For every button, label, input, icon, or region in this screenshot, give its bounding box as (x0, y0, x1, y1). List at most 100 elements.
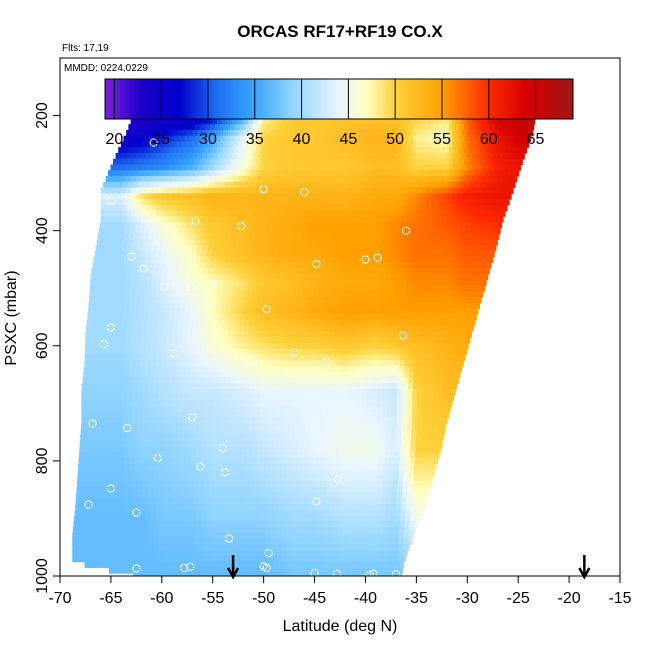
heatmap-cell (230, 135, 237, 143)
heatmap-cell (400, 348, 407, 356)
heatmap-cell (306, 377, 313, 384)
heatmap-cell (296, 158, 302, 166)
heatmap-cell (233, 273, 239, 281)
heatmap-cell (484, 170, 491, 177)
heatmap-cell (248, 434, 254, 442)
heatmap-cell (248, 423, 255, 430)
heatmap-cell (482, 164, 488, 171)
heatmap-cell (481, 291, 484, 298)
heatmap-cell (467, 204, 473, 212)
heatmap-cell (366, 423, 372, 430)
heatmap-cell (284, 331, 290, 338)
heatmap-cell (250, 233, 257, 240)
heatmap-cell (139, 463, 145, 471)
heatmap-cell (431, 187, 438, 194)
heatmap-cell (434, 371, 441, 379)
heatmap-cell (112, 233, 119, 240)
heatmap-cell (250, 147, 257, 154)
heatmap-cell (439, 308, 445, 315)
heatmap-cell (492, 118, 498, 125)
heatmap-cell (176, 342, 183, 350)
heatmap-cell (198, 319, 205, 327)
heatmap-cell (415, 279, 422, 286)
heatmap-cell (482, 210, 489, 217)
heatmap-cell (162, 429, 168, 436)
heatmap-cell (385, 204, 392, 212)
heatmap-cell (126, 210, 132, 217)
heatmap-cell (272, 360, 279, 367)
heatmap-cell (376, 268, 383, 275)
heatmap-cell (411, 423, 418, 430)
heatmap-cell (222, 141, 229, 148)
heatmap-cell (159, 227, 166, 235)
heatmap-cell (487, 245, 494, 252)
heatmap-cell (199, 314, 205, 321)
heatmap-cell (311, 135, 318, 143)
heatmap-cell (327, 181, 333, 189)
heatmap-cell (444, 124, 450, 131)
heatmap-cell (236, 452, 243, 459)
heatmap-cell (459, 308, 466, 315)
heatmap-cell (237, 348, 244, 356)
heatmap-cell (117, 406, 123, 413)
heatmap-cell (209, 147, 216, 154)
heatmap-cell (244, 394, 250, 402)
heatmap-cell (210, 469, 216, 476)
heatmap-cell (181, 348, 188, 356)
heatmap-cell (247, 342, 254, 350)
heatmap-cell (449, 181, 456, 189)
heatmap-cell (104, 365, 110, 373)
heatmap-cell (198, 325, 204, 332)
heatmap-cell (172, 210, 178, 217)
heatmap-cell (438, 377, 445, 384)
heatmap-cell (525, 147, 527, 154)
heatmap-cell (230, 158, 236, 166)
heatmap-cell (161, 199, 168, 206)
heatmap-cell (367, 262, 374, 269)
heatmap-cell (362, 135, 369, 143)
heatmap-cell (325, 239, 332, 246)
heatmap-cell (173, 314, 180, 321)
heatmap-cell (183, 388, 189, 396)
heatmap-cell (467, 337, 471, 344)
heatmap-cell (228, 325, 235, 332)
heatmap-cell (96, 388, 103, 396)
heatmap-cell (334, 337, 341, 344)
heatmap-cell (318, 291, 325, 298)
heatmap-cell (251, 458, 258, 465)
heatmap-cell (362, 124, 369, 131)
heatmap-cell (296, 377, 303, 384)
heatmap-cell (111, 268, 118, 275)
heatmap-cell (344, 337, 351, 344)
heatmap-cell (176, 446, 182, 453)
heatmap-cell (231, 458, 237, 465)
heatmap-cell (283, 337, 290, 344)
heatmap-cell (103, 458, 110, 465)
heatmap-cell (294, 199, 300, 206)
heatmap-cell (212, 273, 219, 281)
heatmap-cell (441, 216, 448, 223)
heatmap-cell (159, 135, 165, 143)
heatmap-cell (437, 400, 444, 407)
heatmap-cell (360, 273, 367, 281)
heatmap-cell (452, 245, 458, 252)
heatmap-cell (485, 227, 492, 235)
heatmap-cell (385, 210, 392, 217)
heatmap-cell (234, 314, 241, 321)
heatmap-cell (369, 222, 376, 229)
heatmap-cell (446, 273, 453, 281)
heatmap-cell (195, 365, 202, 373)
heatmap-cell (441, 193, 448, 200)
heatmap-cell (251, 296, 258, 304)
heatmap-cell (318, 360, 325, 367)
heatmap-cell (394, 296, 401, 304)
heatmap-cell (268, 193, 275, 200)
heatmap-cell (136, 325, 143, 332)
heatmap-cell (230, 377, 236, 384)
heatmap-cell (489, 233, 496, 240)
heatmap-cell (335, 239, 342, 246)
heatmap-cell (298, 342, 305, 350)
heatmap-cell (218, 268, 225, 275)
heatmap-cell (484, 147, 491, 154)
heatmap-cell (325, 325, 332, 332)
